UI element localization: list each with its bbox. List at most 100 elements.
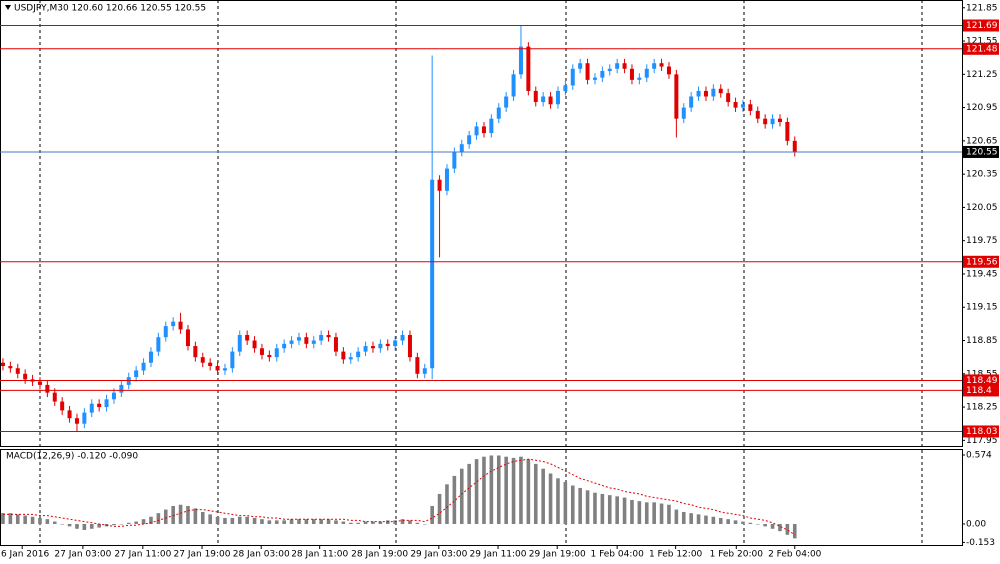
- level-tag: [963, 384, 999, 397]
- candle-body: [481, 126, 486, 134]
- candle-body: [67, 410, 72, 419]
- candle-body: [37, 381, 42, 385]
- level-label: 119.56: [966, 257, 998, 267]
- macd-bar: [156, 513, 161, 524]
- signal-line: [3, 458, 796, 536]
- macd-bar: [319, 519, 323, 524]
- candle-body: [726, 93, 731, 103]
- macd-bar: [356, 522, 360, 524]
- candle-body: [585, 63, 590, 80]
- level-tag: [963, 374, 999, 387]
- macd-bar: [341, 521, 346, 524]
- candle-body: [156, 337, 161, 352]
- candle-body: [178, 321, 183, 330]
- macd-bar: [652, 502, 656, 524]
- candle-body: [674, 74, 679, 119]
- candle-body: [718, 88, 723, 94]
- macd-bar: [112, 523, 116, 526]
- macd-bar: [141, 519, 146, 524]
- macd-bar: [89, 523, 94, 529]
- y-tick-label: 120.95: [966, 103, 998, 113]
- macd-bar: [45, 519, 50, 524]
- macd-title: MACD(12,26,9) -0.120 -0.090: [6, 452, 138, 462]
- macd-bar: [755, 523, 760, 525]
- candle-body: [696, 90, 701, 97]
- candle-body: [304, 337, 309, 344]
- macd-bar: [119, 523, 124, 525]
- macd-bar: [208, 514, 212, 524]
- candle-body: [289, 340, 294, 344]
- candle-body: [541, 96, 546, 103]
- macd-bar: [748, 522, 753, 524]
- x-tick-label: 27 Jan 03:00: [54, 550, 111, 560]
- macd-bar: [267, 520, 272, 524]
- candle-body: [282, 343, 287, 349]
- candle-body: [274, 348, 279, 358]
- candle-body: [548, 96, 553, 105]
- candle-body: [763, 118, 768, 125]
- candle-body: [267, 354, 272, 358]
- macd-bar: [371, 521, 375, 524]
- candle-body: [400, 334, 405, 341]
- menu-arrow[interactable]: [5, 5, 11, 10]
- candle-body: [237, 334, 242, 352]
- macd-bar: [741, 521, 745, 524]
- macd-bar: [8, 513, 13, 524]
- macd-bar: [718, 517, 723, 524]
- y-tick-label: 120.35: [966, 170, 998, 180]
- candle-body: [208, 362, 213, 367]
- candle-body: [755, 110, 760, 119]
- macd-bar: [38, 517, 42, 524]
- candle-body: [770, 118, 775, 125]
- y-tick-label: 0.00: [966, 519, 986, 529]
- candle-body: [629, 68, 634, 80]
- macd-bar: [452, 475, 457, 524]
- candle-body: [689, 96, 694, 108]
- y-tick-label: 121.85: [966, 3, 998, 13]
- candle-body: [185, 329, 190, 347]
- macd-bar: [467, 463, 471, 524]
- macd-bar: [422, 523, 427, 525]
- candle-body: [8, 366, 13, 369]
- candle-body: [592, 77, 597, 80]
- candle-body: [311, 340, 316, 344]
- candle-body: [489, 118, 494, 134]
- y-tick-label: 118.55: [966, 369, 998, 379]
- macd-bar: [459, 468, 464, 524]
- macd-bar: [400, 519, 405, 524]
- macd-bar: [445, 484, 449, 524]
- candle-body: [200, 357, 205, 363]
- macd-bar: [326, 519, 331, 524]
- x-tick-label: 29 Jan 11:00: [470, 550, 527, 560]
- y-tick-label: 118.25: [966, 403, 998, 413]
- y-tick-label: 117.95: [966, 436, 998, 446]
- chart-title: USDJPY,M30 120.60 120.66 120.55 120.55: [14, 4, 206, 14]
- macd-bar: [792, 523, 797, 539]
- candle-body: [378, 343, 383, 349]
- candle-body: [252, 340, 257, 349]
- x-tick-label: 1 Feb 12:00: [649, 550, 703, 560]
- candle-body: [496, 107, 501, 119]
- candles: [0, 25, 797, 432]
- candle-body: [245, 334, 250, 341]
- macd-bar: [393, 520, 397, 524]
- macd-bar: [785, 523, 790, 535]
- macd-bar: [489, 455, 494, 524]
- candle-body: [415, 357, 420, 374]
- candle-body: [222, 368, 227, 371]
- macd-bar: [607, 495, 612, 524]
- candle-body: [659, 63, 664, 67]
- macd-bar: [593, 492, 597, 524]
- x-tick-label: 28 Jan 11:00: [291, 550, 348, 560]
- macd-bar: [585, 490, 590, 524]
- y-tick-label: 0.574: [966, 451, 992, 461]
- macd-bar: [408, 520, 412, 524]
- macd-bar: [252, 517, 257, 524]
- level-tag: [963, 19, 999, 32]
- candle-body: [15, 368, 20, 374]
- candle-body: [348, 357, 353, 360]
- macd-bar: [163, 509, 168, 524]
- macd-bar: [622, 497, 627, 524]
- macd-bar: [415, 522, 420, 524]
- candle-body: [600, 70, 605, 78]
